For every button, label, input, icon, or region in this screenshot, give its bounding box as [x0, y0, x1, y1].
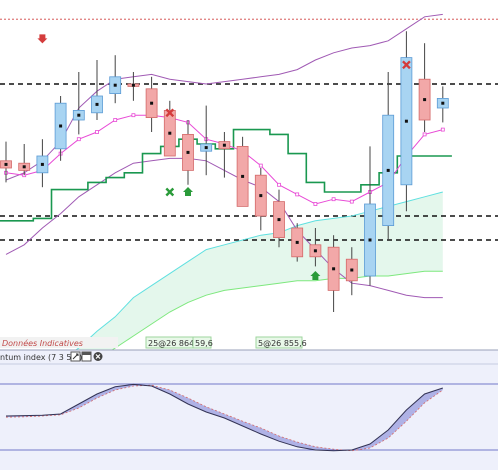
- magenta-point: [440, 127, 445, 132]
- trailing-stop-line: [0, 128, 452, 222]
- close-icon[interactable]: [93, 352, 103, 361]
- candle-dot: [404, 119, 408, 123]
- green-x-icon: [165, 187, 175, 197]
- red-x-icon: [165, 108, 175, 118]
- price-label-1: 25@26 864,6: [148, 339, 202, 348]
- magenta-point: [95, 130, 99, 134]
- wrench-icon[interactable]: [70, 351, 81, 362]
- legend-text: Données Indicatives: [2, 338, 83, 348]
- magenta-point: [277, 182, 281, 187]
- candle-dot: [441, 101, 445, 105]
- price-label-2: 5@26 855,6: [258, 339, 307, 348]
- candle-dot: [222, 143, 226, 147]
- candle-dot: [40, 162, 44, 166]
- candle-dot: [241, 174, 245, 178]
- candle-dot: [204, 146, 208, 150]
- candle-dot: [4, 162, 8, 166]
- green-arrow-up-icon: [310, 271, 321, 280]
- magenta-point: [331, 197, 336, 202]
- candle-dot: [77, 113, 81, 117]
- candle-dot: [313, 249, 317, 253]
- candle-dot: [186, 150, 190, 154]
- magenta-point: [349, 199, 354, 204]
- magenta-point: [113, 118, 118, 122]
- candle-dot: [423, 98, 427, 102]
- candle-dot: [350, 268, 354, 272]
- oscillator-panel: ntum index (7 3 5 3): [0, 349, 498, 470]
- candle-dot: [386, 168, 390, 172]
- candle-dot: [259, 194, 263, 198]
- candle-dot: [168, 131, 172, 135]
- candle-dot: [95, 102, 99, 106]
- candle-dot: [332, 267, 336, 271]
- magenta-point: [295, 192, 300, 197]
- candle-dot: [277, 218, 281, 222]
- magenta-point: [422, 132, 427, 137]
- magenta-point: [131, 113, 136, 118]
- red-x-icon: [402, 60, 411, 70]
- candle-dot: [295, 240, 299, 244]
- candle-dot: [22, 165, 26, 169]
- green-arrow-up-icon: [183, 187, 193, 196]
- window-icon[interactable]: [81, 351, 92, 362]
- candle-dot: [131, 83, 135, 87]
- candle-dot: [150, 101, 154, 105]
- oscillator-main-line: [5, 383, 443, 452]
- oscillator-signal-line: [5, 384, 444, 452]
- candle-dot: [368, 238, 372, 242]
- price-label-1b: 59,6: [195, 339, 213, 348]
- candle-dot: [59, 124, 63, 128]
- red-arrow-down-icon: [37, 34, 48, 44]
- legend-area: Données Indicatives 25@26 864,6 59,6 5@2…: [0, 336, 307, 349]
- oscillator-header: ntum index (7 3 5 3): [0, 353, 82, 362]
- magenta-point: [313, 202, 318, 206]
- magenta-point: [76, 137, 81, 142]
- candle-dot: [113, 83, 117, 87]
- magenta-point: [258, 163, 263, 168]
